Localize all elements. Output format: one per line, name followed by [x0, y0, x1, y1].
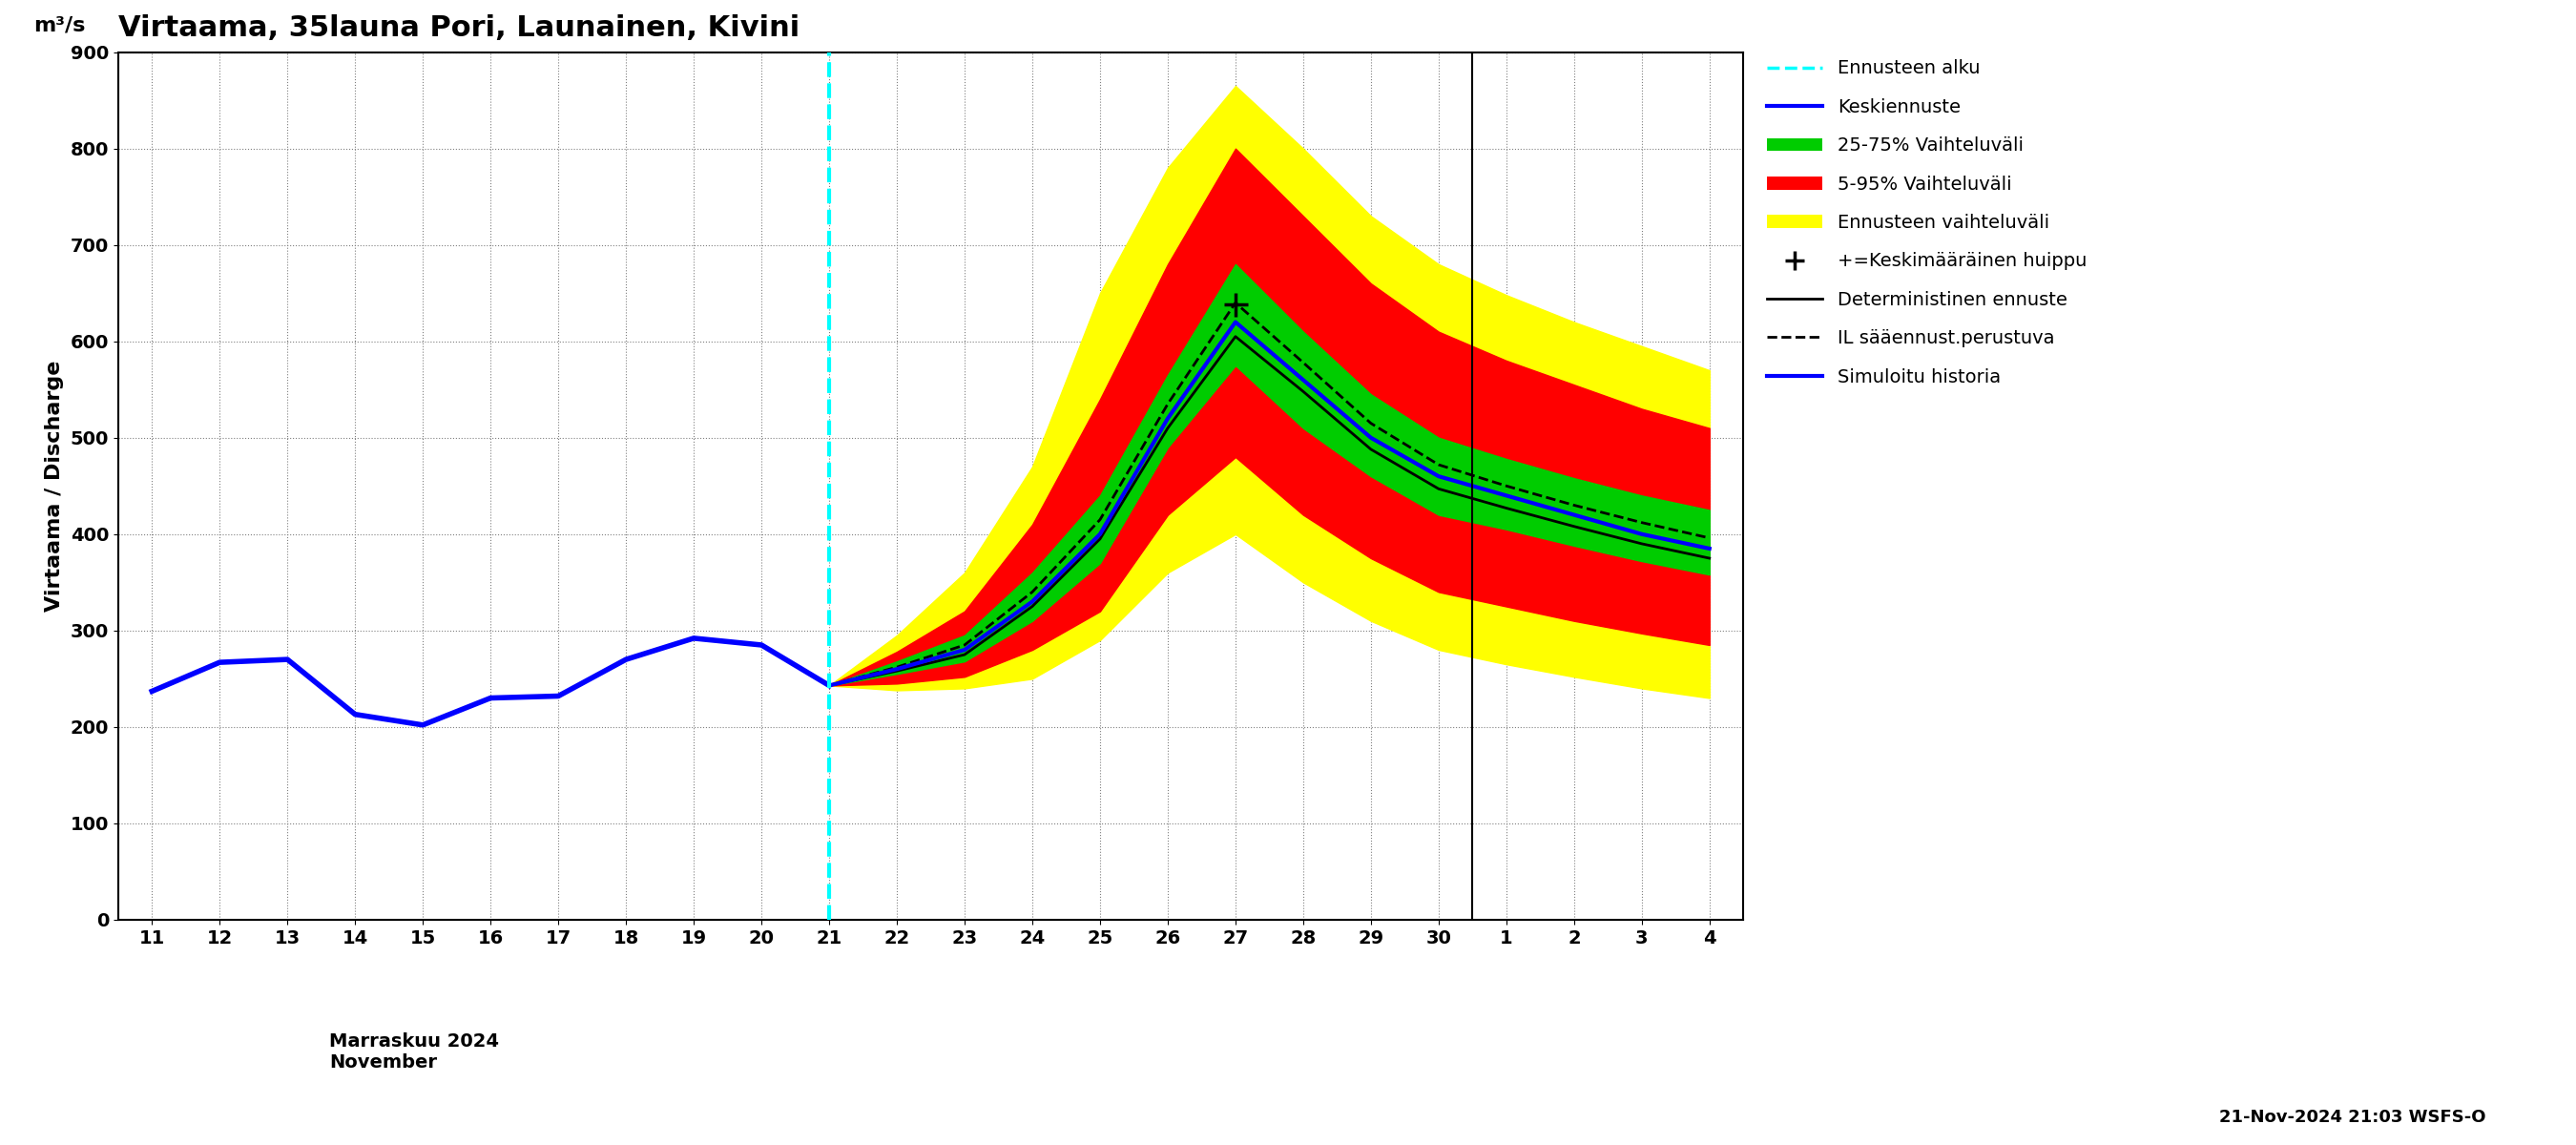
Text: Marraskuu 2024
November: Marraskuu 2024 November	[330, 1033, 500, 1072]
Text: 21-Nov-2024 21:03 WSFS-O: 21-Nov-2024 21:03 WSFS-O	[2218, 1108, 2486, 1126]
Legend: Ennusteen alku, Keskiennuste, 25-75% Vaihteluväli, 5-95% Vaihteluväli, Ennusteen: Ennusteen alku, Keskiennuste, 25-75% Vai…	[1759, 53, 2094, 394]
Text: Virtaama, 35launa Pori, Launainen, Kivini: Virtaama, 35launa Pori, Launainen, Kivin…	[118, 14, 799, 42]
Y-axis label: Virtaama / Discharge: Virtaama / Discharge	[44, 361, 64, 611]
Text: m³/s: m³/s	[33, 16, 85, 34]
